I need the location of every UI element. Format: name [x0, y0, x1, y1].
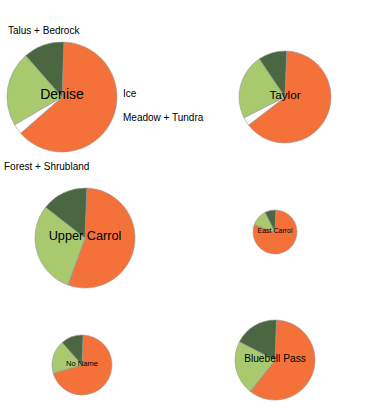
- pie-title: No Name: [66, 359, 98, 368]
- pie-chart: [253, 210, 297, 254]
- pie-title: Bluebell Pass: [244, 353, 306, 364]
- pie-chart: [35, 188, 135, 288]
- pie-title: Taylor: [269, 88, 300, 101]
- pie-title: East Carrol: [257, 227, 292, 234]
- category-label: Meadow + Tundra: [123, 112, 204, 123]
- pie-chart: [7, 42, 117, 152]
- pie-chart: [235, 320, 315, 400]
- category-label: Talus + Bedrock: [8, 25, 80, 36]
- pie-title: Upper Carrol: [49, 229, 122, 243]
- pie-chart: [52, 335, 112, 395]
- category-label: Forest + Shrubland: [4, 161, 89, 172]
- chart-canvas: Denise Talus + Bedrock Ice Meadow + Tundra F…: [0, 0, 373, 420]
- pie-title: Denise: [40, 86, 84, 102]
- category-label: Ice: [123, 88, 137, 99]
- pie-slice: [253, 210, 297, 254]
- pie-chart: [239, 51, 331, 143]
